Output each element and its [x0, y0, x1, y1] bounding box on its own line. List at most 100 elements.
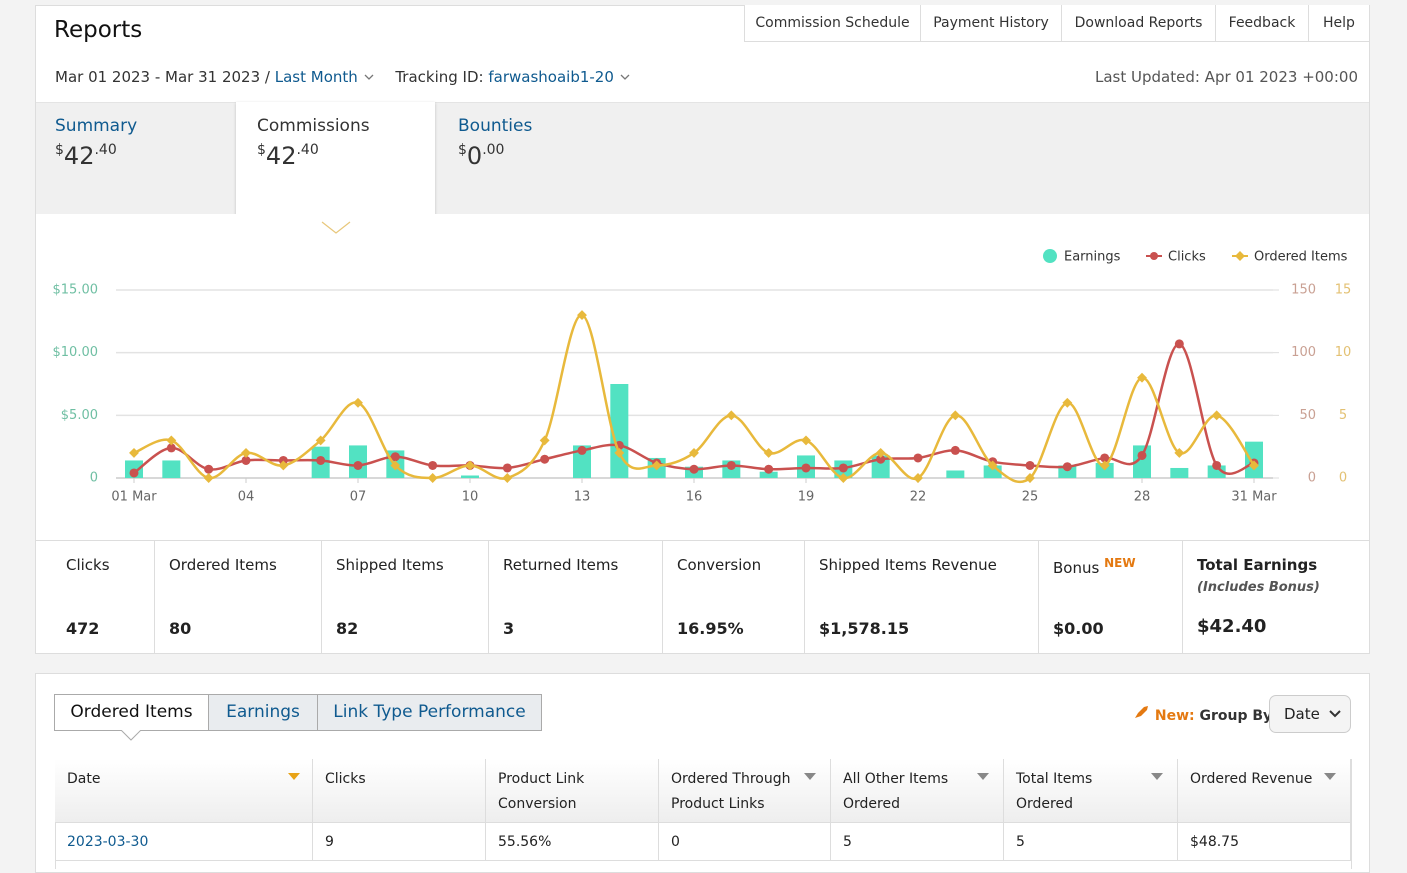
point	[838, 463, 848, 473]
x-tick-label: 04	[238, 490, 255, 505]
group-by-select[interactable]: Date	[1269, 695, 1351, 733]
bar	[759, 471, 778, 478]
stat-label: Conversion	[677, 556, 762, 574]
table-cell[interactable]: 2023-03-30	[55, 822, 313, 860]
point	[651, 460, 662, 471]
chart-panel	[35, 214, 1370, 654]
stat-label: Returned Items	[503, 556, 619, 574]
y3-tick-label: 15	[1335, 283, 1352, 298]
point	[166, 443, 176, 453]
point	[689, 464, 699, 474]
sort-arrow	[977, 773, 989, 780]
divider	[35, 540, 1370, 541]
y-tick-label: 0	[90, 471, 98, 486]
nav-link[interactable]: Commission Schedule	[744, 5, 921, 42]
stat-value: 16.95%	[677, 619, 744, 638]
tracking-dropdown[interactable]: farwashoaib1-20	[488, 68, 614, 86]
table-cell: 5	[831, 822, 1004, 860]
column-header[interactable]: Ordered Through Product Links	[659, 759, 831, 822]
table-cell: $48.75	[1178, 822, 1351, 860]
point	[315, 435, 326, 446]
point	[1062, 397, 1073, 408]
point	[203, 473, 214, 483]
point	[726, 410, 737, 421]
chevron	[620, 74, 630, 80]
tab-value: $0.00	[458, 142, 532, 170]
nav-link[interactable]: Help	[1308, 5, 1370, 42]
point	[689, 447, 699, 458]
tab-label: Bounties	[458, 116, 533, 136]
bar	[610, 384, 629, 478]
point	[353, 397, 363, 408]
report-tab[interactable]: Link Type Performance	[317, 694, 542, 731]
header-text: Conversion	[498, 796, 577, 812]
tab[interactable]: Bounties $0.00	[458, 116, 532, 170]
page-title: Reports	[54, 17, 143, 43]
point	[428, 460, 438, 470]
y-tick-label: $15.00	[53, 283, 99, 298]
point	[465, 460, 475, 471]
column-header[interactable]: Total Items Ordered	[1004, 759, 1178, 822]
header-text: Clicks	[325, 771, 366, 787]
point	[913, 473, 923, 483]
header-text: All Other Items	[843, 771, 949, 787]
point	[1137, 372, 1147, 383]
stat: Conversion 16.95%	[663, 541, 805, 653]
legend-swatch	[1043, 249, 1057, 263]
point	[801, 463, 811, 473]
report-tab[interactable]: Ordered Items	[54, 694, 209, 731]
point	[539, 435, 550, 446]
header-text: Product Links	[671, 796, 765, 812]
y2-tick-label: 100	[1291, 345, 1316, 360]
table-cell: 55.56%	[486, 822, 659, 860]
tab-value: $42.40	[257, 142, 370, 170]
tab-pointer	[120, 730, 142, 741]
legend-swatch	[1150, 252, 1158, 260]
stat: Bonus NEW $0.00	[1039, 541, 1183, 653]
sort-icon	[804, 773, 816, 780]
tab[interactable]: Summary $42.40	[55, 116, 137, 170]
stat-label: Shipped Items Revenue	[819, 556, 997, 574]
tracking-label: Tracking ID:	[395, 68, 484, 86]
report-tab[interactable]: Earnings	[208, 694, 318, 731]
column-header[interactable]: Clicks	[313, 759, 486, 822]
point	[502, 473, 513, 483]
y-tick-label: $5.00	[61, 408, 98, 423]
column-header[interactable]: All Other Items Ordered	[831, 759, 1004, 822]
group-by-label: Group By:	[1199, 708, 1278, 724]
point	[950, 445, 960, 455]
header-text: Product Link	[498, 771, 585, 787]
point	[129, 447, 139, 458]
point	[1100, 453, 1110, 463]
stat: Total Earnings (Includes Bonus) $42.40	[1183, 541, 1369, 653]
rocket-icon	[1135, 706, 1148, 718]
stat: Shipped Items Revenue $1,578.15	[805, 541, 1039, 653]
point	[241, 455, 251, 465]
point	[875, 447, 886, 458]
point	[1099, 460, 1110, 471]
column-header[interactable]: Product Link Conversion	[486, 759, 659, 822]
point	[1211, 410, 1222, 421]
column-header[interactable]: Date	[55, 759, 313, 822]
whole: 42	[265, 142, 297, 170]
tab[interactable]: Commissions $42.40	[257, 116, 370, 170]
point	[427, 473, 438, 483]
sort-icon	[1324, 773, 1336, 780]
tab-pointer	[321, 221, 351, 234]
point	[166, 435, 177, 446]
nav-link[interactable]: Feedback	[1215, 5, 1309, 42]
x-tick-label: 16	[686, 490, 703, 505]
stat-label: Bonus	[1053, 559, 1100, 577]
stat-label: Clicks	[66, 556, 110, 574]
legend-swatch	[1235, 251, 1245, 261]
nav-link[interactable]: Payment History	[920, 5, 1062, 42]
point	[1212, 460, 1222, 470]
period-dropdown[interactable]: Last Month	[274, 68, 358, 86]
column-header[interactable]: Ordered Revenue	[1178, 759, 1351, 822]
group-by: New: Group By:	[1132, 704, 1278, 724]
nav-link[interactable]: Download Reports	[1061, 5, 1216, 42]
point	[876, 454, 886, 464]
y3-tick-label: 10	[1335, 345, 1352, 360]
point	[987, 460, 998, 471]
x-tick-label: 22	[910, 490, 927, 505]
